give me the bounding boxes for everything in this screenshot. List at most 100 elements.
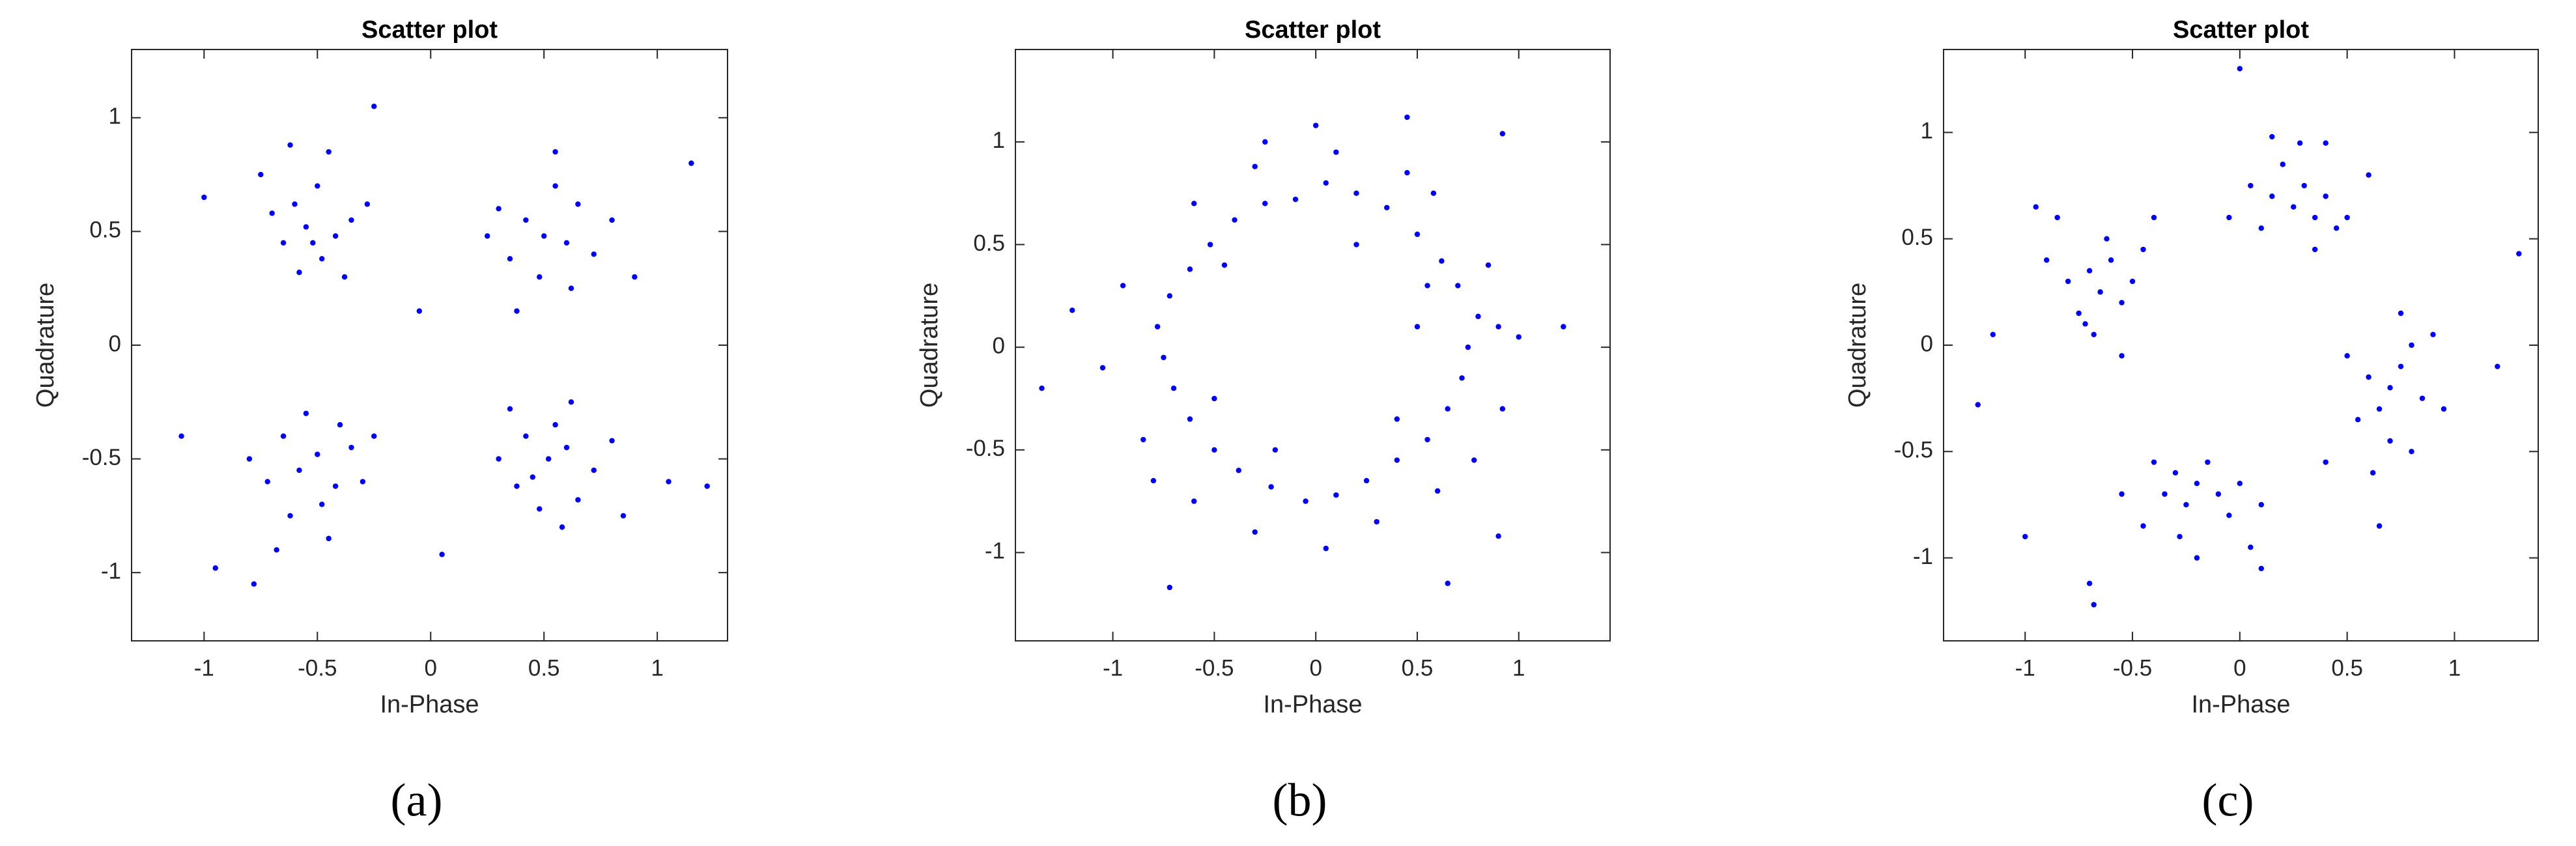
scatter-point — [2237, 481, 2243, 486]
y-tick-label: 0.5 — [89, 218, 121, 243]
scatter-point — [201, 194, 207, 201]
scatter-point — [2183, 501, 2189, 508]
scatter-point — [2312, 246, 2318, 253]
scatter-point — [1459, 375, 1465, 381]
scatter-point — [1414, 324, 1421, 330]
scatter-point — [2194, 481, 2200, 486]
scatter-point — [1069, 307, 1075, 313]
scatter-point — [1303, 498, 1309, 504]
scatter-point — [341, 274, 348, 280]
scatter-point — [287, 142, 293, 148]
scatter-point — [2258, 501, 2265, 508]
scatter-point — [1232, 217, 1238, 223]
scatter-point — [2054, 214, 2060, 221]
scatter-point — [552, 148, 558, 155]
scatter-point — [1485, 262, 1492, 268]
x-axis-label: In-Phase — [380, 691, 479, 718]
scatter-point — [2129, 278, 2136, 285]
scatter-point — [563, 240, 570, 246]
scatter-point — [1272, 447, 1279, 453]
scatter-point — [326, 148, 332, 155]
scatter-point — [2248, 544, 2254, 550]
scatter-point — [1292, 196, 1299, 203]
scatter-point — [1323, 545, 1329, 552]
scatter-point — [545, 456, 552, 462]
x-tick-label: 0 — [425, 655, 437, 681]
scatter-point — [1404, 169, 1410, 176]
scatter-point — [541, 233, 547, 239]
scatter-point — [1211, 395, 1217, 402]
scatter-point — [530, 474, 535, 480]
scatter-point — [2076, 310, 2082, 317]
scatter-point — [575, 497, 581, 503]
scatter-point — [2215, 491, 2222, 497]
scatter-point — [2344, 214, 2350, 221]
scatter-point — [496, 206, 502, 212]
scatter-point — [559, 524, 565, 530]
scatter-point — [1333, 492, 1339, 498]
y-tick-label: -1 — [985, 539, 1005, 564]
scatter-point — [1384, 204, 1390, 210]
scatter-point — [1363, 477, 1370, 484]
scatter-point — [2194, 555, 2200, 561]
scatter-point — [1211, 447, 1217, 453]
scatter-point — [2119, 300, 2125, 305]
scatter-point — [507, 256, 513, 262]
scatter-point — [1495, 324, 1501, 330]
y-tick-label: -0.5 — [966, 436, 1005, 461]
scatter-point — [514, 308, 520, 314]
scatter-point — [1516, 334, 1522, 340]
scatter-point — [2086, 268, 2093, 274]
scatter-point — [485, 233, 490, 239]
scatter-point — [2022, 533, 2028, 540]
scatter-point — [1191, 201, 1197, 206]
scatter-point — [537, 506, 543, 512]
scatter-point — [666, 479, 672, 485]
scatter-point — [552, 183, 558, 189]
x-tick-label: 1 — [1512, 655, 1525, 681]
scatter-point — [568, 399, 574, 405]
scatter-point — [2119, 491, 2125, 497]
scatter-point — [1424, 436, 1430, 443]
x-tick-label: -1 — [1103, 655, 1123, 681]
scatter-point — [360, 479, 366, 485]
scatter-point — [1167, 584, 1173, 591]
scatter-point — [2104, 236, 2110, 242]
scatter-point — [2091, 331, 2097, 337]
scatter-point — [1099, 365, 1106, 371]
scatter-point — [1236, 468, 1241, 473]
x-axis-label: In-Phase — [2191, 691, 2290, 718]
y-tick-label: 0 — [109, 331, 121, 356]
scatter-point — [1333, 149, 1339, 155]
plot-area — [1015, 49, 1611, 642]
scatter-point — [310, 240, 316, 246]
scatter-point — [332, 483, 339, 489]
scatter-point — [704, 483, 710, 489]
scatter-point — [563, 444, 570, 451]
scatter-point — [2065, 278, 2071, 285]
scatter-point — [2162, 491, 2168, 497]
scatter-point — [1323, 180, 1329, 186]
scatter-point — [2409, 342, 2414, 348]
scatter-point — [2344, 353, 2350, 359]
scatter-point — [2495, 363, 2500, 369]
scatter-point — [1561, 324, 1566, 330]
x-tick-label: -1 — [194, 655, 214, 681]
scatter-point — [251, 581, 257, 587]
scatter-point — [1268, 484, 1274, 490]
scatter-point — [258, 171, 264, 178]
scatter-point — [2387, 438, 2393, 444]
scatter-point — [2151, 459, 2157, 465]
scatter-point — [688, 160, 694, 166]
scatter-point — [332, 233, 339, 239]
scatter-point — [371, 433, 377, 439]
chart-title: Scatter plot — [2173, 16, 2309, 44]
scatter-point — [1120, 283, 1126, 289]
scatter-point — [2151, 214, 2157, 221]
scatter-point — [1353, 190, 1359, 196]
scatter-point — [2269, 193, 2275, 199]
panel-caption: (b) — [1273, 774, 1327, 826]
scatter-point — [246, 456, 253, 462]
x-tick-label: 1 — [651, 655, 663, 681]
plot-area — [1943, 49, 2539, 642]
